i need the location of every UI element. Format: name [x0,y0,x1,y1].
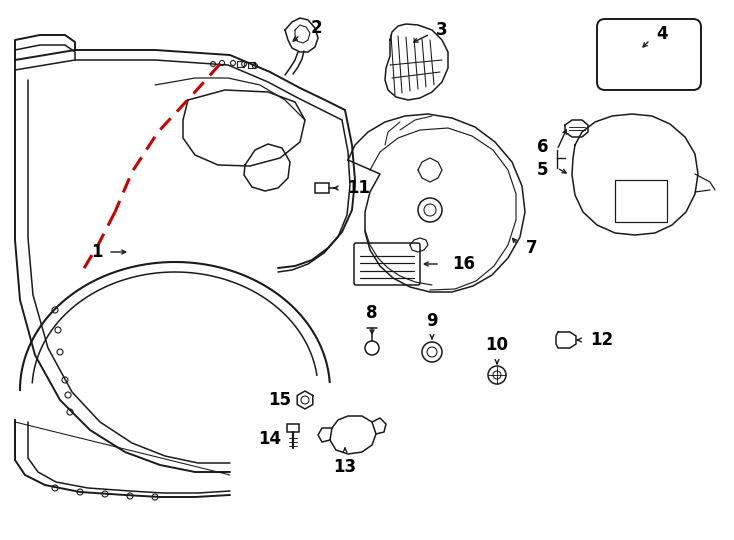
Text: 4: 4 [656,25,668,43]
Text: 11: 11 [347,179,370,197]
Text: 16: 16 [452,255,475,273]
Text: 10: 10 [485,336,509,354]
Bar [287,424,299,432]
Bar [248,62,255,68]
Bar [315,183,329,193]
Text: 12: 12 [590,331,613,349]
Text: 9: 9 [426,312,437,330]
Text: 1: 1 [91,243,103,261]
Bar [615,180,667,222]
Text: 2: 2 [310,19,321,37]
Text: 13: 13 [333,458,357,476]
Text: 8: 8 [366,304,378,322]
Text: 3: 3 [436,21,448,39]
Text: 7: 7 [526,239,538,257]
Text: 15: 15 [268,391,291,409]
Text: 6: 6 [537,138,549,156]
Text: 5: 5 [537,161,549,179]
Text: 14: 14 [258,430,281,448]
Bar [237,61,244,67]
